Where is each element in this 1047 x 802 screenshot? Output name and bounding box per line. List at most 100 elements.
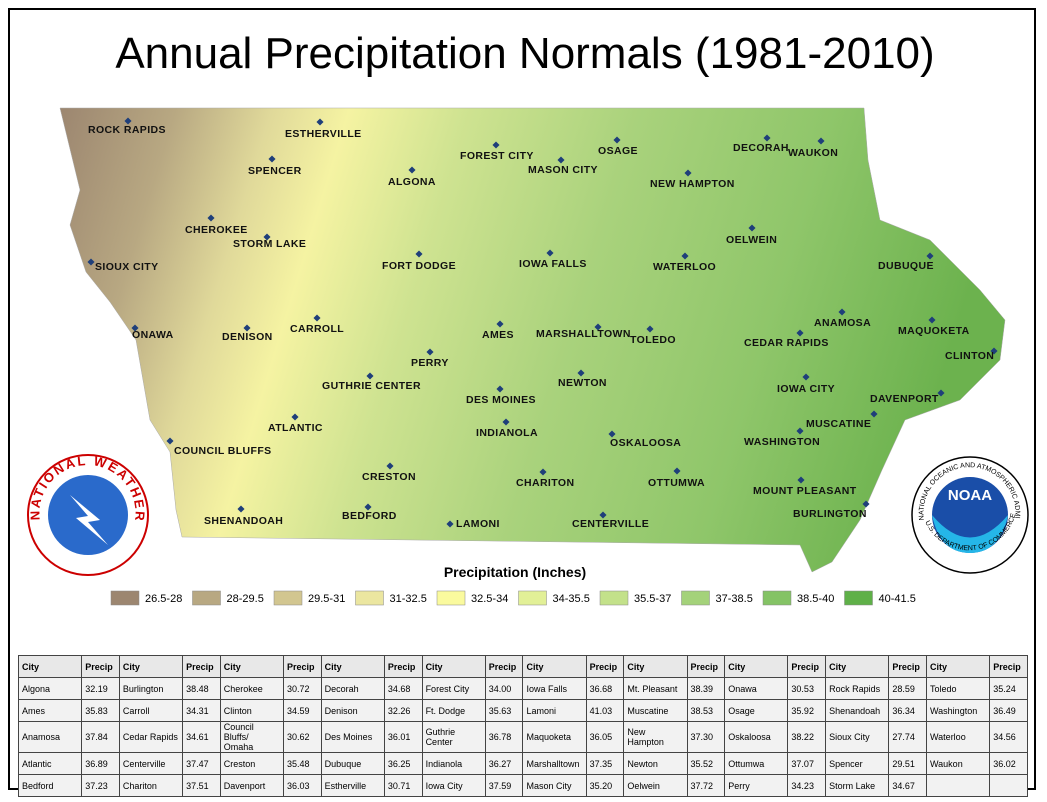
city-marker <box>496 320 504 328</box>
table-cell: Marshalltown <box>522 752 587 775</box>
city-label: CENTERVILLE <box>572 518 649 530</box>
table-cell: 35.20 <box>585 774 625 797</box>
table-cell: 34.56 <box>989 721 1028 753</box>
table-cell: 37.07 <box>787 752 827 775</box>
table-row: Algona 32.19 Burlington 38.48 Cherokee 30.72 D… <box>17 677 1028 700</box>
legend-swatch <box>518 590 547 606</box>
city-marker <box>577 369 585 377</box>
table-cell: Precip <box>686 655 726 678</box>
legend-label: 26.5-28 <box>145 593 182 605</box>
city-label: PERRY <box>411 357 449 369</box>
legend-label: 35.5-37 <box>634 593 671 605</box>
city-marker <box>291 413 299 421</box>
precip-table: City Precip City Precip City Precip City Precip… <box>17 655 1028 797</box>
table-cell: 38.53 <box>686 699 726 722</box>
city-marker <box>926 252 934 260</box>
city-marker <box>415 250 423 258</box>
city-marker <box>796 329 804 337</box>
legend-label: 40-41.5 <box>879 593 916 605</box>
legend-swatch <box>436 590 466 606</box>
table-cell: Dubuque <box>320 752 385 775</box>
table-cell: 36.02 <box>989 752 1028 775</box>
table-cell: 32.26 <box>383 699 423 722</box>
table-cell: Atlantic <box>17 752 83 775</box>
city-label: FOREST CITY <box>460 150 534 162</box>
table-cell: 36.89 <box>81 752 120 775</box>
table-cell: Sioux City <box>825 721 890 753</box>
table-cell: 37.35 <box>585 752 625 775</box>
city-label: LAMONI <box>456 518 500 530</box>
table-cell: Maquoketa <box>522 721 587 753</box>
city-marker <box>748 224 756 232</box>
city-marker <box>263 233 271 241</box>
legend-title: Precipitation (Inches) <box>444 564 586 580</box>
city-marker <box>928 316 936 324</box>
city-label: ESTHERVILLE <box>285 128 362 140</box>
table-cell: Onawa <box>724 677 789 700</box>
city-label: AMES <box>482 329 514 341</box>
table-cell: Precip <box>282 655 322 678</box>
table-cell: 34.61 <box>182 721 221 753</box>
city-marker <box>673 467 681 475</box>
table-cell: 27.74 <box>888 721 928 753</box>
legend-label: 38.5-40 <box>797 593 834 605</box>
table-cell: 35.92 <box>787 699 827 722</box>
table-row: Atlantic 36.89 Centerville 37.47 Creston 35.4… <box>17 752 1028 775</box>
table-cell: 36.05 <box>585 721 625 753</box>
table-cell: 38.39 <box>686 677 726 700</box>
table-cell: 36.25 <box>383 752 423 775</box>
city-marker <box>386 462 394 470</box>
table-cell: City <box>219 655 284 678</box>
table-cell: 36.49 <box>989 699 1028 722</box>
table-cell: 28.59 <box>888 677 928 700</box>
legend-swatch <box>110 590 140 606</box>
city-label: OELWEIN <box>726 234 777 246</box>
city-marker <box>937 389 945 397</box>
city-label: CHARITON <box>516 477 574 489</box>
city-label: DES MOINES <box>466 394 536 406</box>
city-label: DECORAH <box>733 142 789 154</box>
city-label: DUBUQUE <box>878 260 934 272</box>
city-marker <box>862 500 870 508</box>
table-cell: Rock Rapids <box>825 677 890 700</box>
city-marker <box>131 324 139 332</box>
table-cell: City <box>825 655 890 678</box>
table-cell: Iowa City <box>421 774 486 797</box>
table-cell: Lamoni <box>522 699 587 722</box>
table-cell: Estherville <box>320 774 385 797</box>
table-cell: City <box>421 655 486 678</box>
city-label: OSKALOOSA <box>610 437 681 449</box>
city-label: CARROLL <box>290 323 344 335</box>
city-marker <box>557 156 565 164</box>
table-cell: Cedar Rapids <box>118 721 184 753</box>
city-marker <box>364 503 372 511</box>
city-label: CLINTON <box>945 350 994 362</box>
table-cell: City <box>320 655 385 678</box>
city-marker <box>990 347 998 355</box>
table-cell: Indianola <box>421 752 486 775</box>
table-cell: Cherokee <box>219 677 284 700</box>
city-marker <box>684 169 692 177</box>
table-row: Ames 35.83 Carroll 34.31 Clinton 34.59 Denison… <box>17 699 1028 722</box>
table-cell: 37.72 <box>686 774 726 797</box>
table-cell: 34.59 <box>282 699 322 722</box>
table-cell: Precip <box>81 655 120 678</box>
legend-label: 31-32.5 <box>390 593 427 605</box>
table-cell: Carroll <box>118 699 184 722</box>
table-cell: Storm Lake <box>825 774 890 797</box>
city-marker <box>502 418 510 426</box>
city-label: NEW HAMPTON <box>650 178 735 190</box>
table-cell: Toledo <box>926 677 991 700</box>
table-cell: Precip <box>182 655 221 678</box>
table-cell: Oelwein <box>623 774 688 797</box>
table-cell: Osage <box>724 699 789 722</box>
city-label: TOLEDO <box>630 334 676 346</box>
table-cell: 36.03 <box>282 774 322 797</box>
city-label: ONAWA <box>132 329 174 341</box>
table-cell: 32.19 <box>81 677 120 700</box>
city-label: MOUNT PLEASANT <box>753 485 857 497</box>
table-cell: 37.30 <box>686 721 726 753</box>
table-cell: City <box>522 655 587 678</box>
table-cell: City <box>118 655 184 678</box>
table-cell: 30.72 <box>282 677 322 700</box>
